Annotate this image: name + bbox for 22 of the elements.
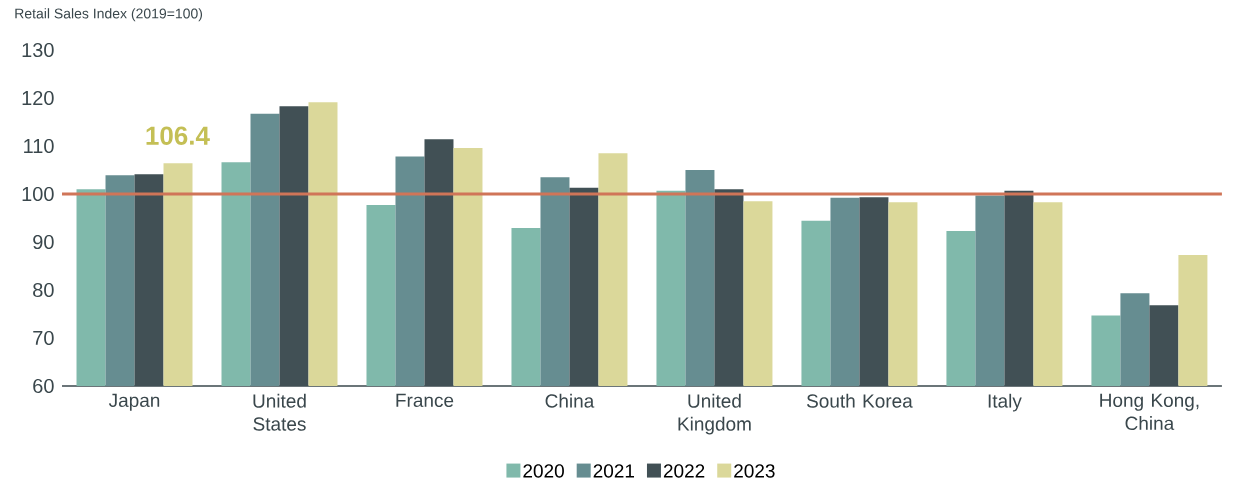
legend-label: 2020 — [523, 464, 564, 478]
legend-label: 2023 — [734, 464, 775, 478]
x-tick-label: South Korea — [806, 393, 913, 408]
legend-label: 2021 — [593, 464, 635, 478]
y-tick-label: 110 — [24, 138, 54, 154]
x-tick-label: Italy — [988, 393, 1022, 412]
y-tick-label: 120 — [22, 90, 54, 106]
y-tick-label: 90 — [33, 234, 54, 250]
y-tick-label: 100 — [22, 186, 54, 202]
y-tick-label: 130 — [22, 42, 54, 58]
x-tick-label: China — [545, 393, 595, 408]
y-tick-label: 80 — [33, 282, 54, 298]
x-tick-label: United Kingdom — [678, 393, 751, 435]
legend-label: 2022 — [663, 464, 705, 478]
x-tick-label: Japan — [108, 393, 160, 411]
y-tick-label: 70 — [33, 330, 54, 346]
chart-title: Retail Sales Index (2019=100) — [15, 8, 203, 22]
annotation: 106.4 — [146, 126, 210, 145]
y-tick-label: 60 — [33, 378, 54, 394]
x-tick-label: United States — [253, 393, 306, 431]
x-tick-label: France — [396, 393, 454, 408]
x-tick-label: Hong Kong, China — [1100, 393, 1199, 431]
